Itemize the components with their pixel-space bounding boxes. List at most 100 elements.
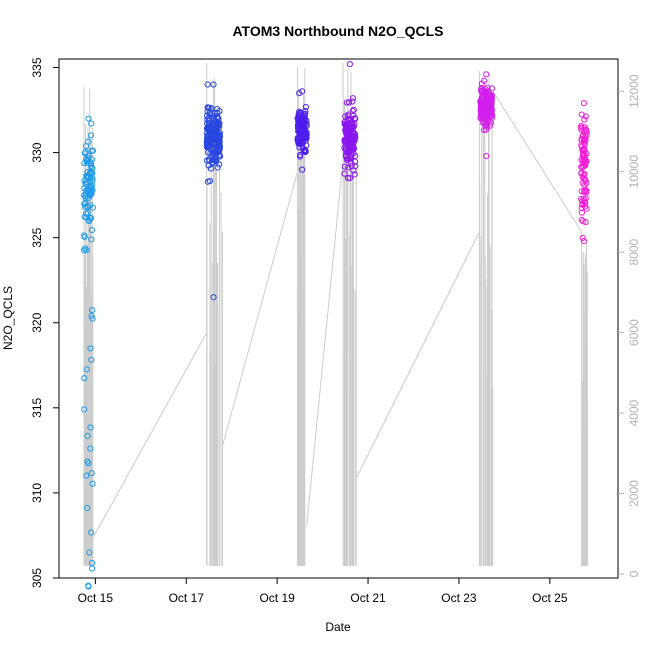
altitude-transit-line bbox=[222, 171, 299, 446]
scatter-point bbox=[580, 195, 587, 203]
scatter-point bbox=[480, 119, 487, 126]
scatter-point bbox=[88, 560, 96, 567]
chart-title: ATOM3 Northbound N2O_QCLS bbox=[232, 23, 443, 39]
scatter-point bbox=[87, 202, 94, 209]
scatter-point bbox=[82, 210, 90, 217]
scatter-point bbox=[349, 107, 356, 115]
scatter-point bbox=[87, 160, 95, 167]
scatter-point bbox=[483, 71, 490, 78]
x-tick-label: Oct 21 bbox=[350, 591, 386, 605]
altitude-transit-line bbox=[306, 159, 344, 526]
y-left-tick-label: 310 bbox=[30, 483, 44, 503]
scatter-point bbox=[81, 406, 88, 413]
scatter-point bbox=[346, 61, 353, 68]
scatter-point bbox=[342, 145, 350, 152]
scatter-point bbox=[86, 549, 93, 556]
y-right-tick-label: 6000 bbox=[627, 319, 641, 346]
scatter-point bbox=[214, 164, 221, 171]
scatter-point bbox=[88, 312, 95, 320]
scatter-point bbox=[88, 529, 95, 536]
scatter-point bbox=[341, 163, 348, 170]
scatter-point bbox=[89, 147, 96, 154]
scatter-point bbox=[301, 117, 308, 124]
scatter-point bbox=[342, 113, 349, 120]
scatter-point bbox=[481, 102, 488, 109]
scatter-point bbox=[85, 460, 92, 467]
scatter-point bbox=[81, 232, 88, 239]
scatter-point bbox=[203, 157, 211, 164]
y-left-tick-label: 305 bbox=[30, 568, 44, 588]
scatter-point bbox=[87, 445, 94, 452]
scatter-point bbox=[345, 111, 352, 118]
scatter-point bbox=[578, 195, 585, 203]
scatter-point bbox=[214, 105, 221, 113]
scatter-point bbox=[579, 201, 586, 208]
scatter-point bbox=[87, 345, 94, 352]
scatter-point bbox=[88, 470, 95, 477]
scatter-point bbox=[89, 315, 96, 322]
scatter-point bbox=[346, 155, 354, 163]
scatter-point bbox=[578, 137, 585, 144]
scatter-point bbox=[582, 177, 589, 184]
scatter-point bbox=[579, 234, 586, 242]
scatter-point bbox=[348, 119, 355, 126]
scatter-point bbox=[578, 204, 585, 212]
scatter-point bbox=[212, 157, 219, 164]
x-tick-label: Oct 25 bbox=[532, 591, 568, 605]
scatter-point bbox=[88, 356, 95, 363]
scatter-point bbox=[210, 112, 218, 120]
scatter-point bbox=[296, 118, 303, 126]
y-right-tick-label: 8000 bbox=[627, 238, 641, 265]
scatter-point bbox=[582, 162, 589, 169]
scatter-point bbox=[210, 150, 217, 157]
scatter-point bbox=[299, 88, 306, 95]
scatter-point bbox=[345, 99, 353, 106]
scatter-point bbox=[481, 108, 488, 115]
scatter-point bbox=[82, 149, 89, 156]
scatter-point bbox=[89, 177, 96, 184]
scatter-point bbox=[85, 583, 92, 590]
scatter-point bbox=[83, 472, 90, 479]
scatter-point bbox=[488, 100, 495, 107]
scatter-point bbox=[581, 181, 588, 188]
scatter-point bbox=[204, 81, 211, 88]
scatter-point bbox=[347, 159, 355, 166]
scatter-point bbox=[85, 115, 92, 122]
scatter-point bbox=[478, 80, 486, 87]
altitude-transit-line bbox=[356, 231, 480, 478]
scatter-point bbox=[341, 170, 348, 177]
scatter-point bbox=[348, 122, 356, 129]
scatter-point bbox=[580, 147, 588, 155]
x-tick-label: Oct 19 bbox=[259, 591, 295, 605]
scatter-point bbox=[580, 160, 587, 167]
scatter-point bbox=[83, 172, 90, 180]
x-tick-label: Oct 17 bbox=[169, 591, 205, 605]
scatter-point bbox=[582, 219, 589, 226]
scatter-point bbox=[216, 145, 223, 152]
scatter-point bbox=[583, 131, 590, 138]
scatter-point bbox=[477, 114, 484, 121]
scatter-point bbox=[82, 156, 90, 163]
scatter-point bbox=[483, 152, 490, 160]
y-right-tick-label: 0 bbox=[627, 570, 641, 577]
scatter-point bbox=[213, 150, 220, 157]
scatter-point bbox=[85, 138, 92, 145]
scatter-point bbox=[89, 480, 96, 487]
scatter-point bbox=[295, 111, 302, 118]
scatter-point bbox=[86, 188, 93, 195]
scatter-point bbox=[206, 124, 214, 131]
scatter-point bbox=[301, 146, 309, 153]
y-right-tick-label: 4000 bbox=[627, 399, 641, 426]
scatter-point bbox=[344, 130, 351, 137]
altitude-trace-layer bbox=[83, 63, 588, 566]
scatter-point bbox=[302, 103, 309, 111]
scatter-point bbox=[488, 93, 495, 100]
scatter-point bbox=[477, 107, 484, 114]
scatter-point bbox=[581, 140, 588, 147]
scatter-point bbox=[343, 122, 350, 129]
scatter-point bbox=[480, 111, 487, 118]
scatter-point bbox=[299, 166, 306, 173]
scatter-point bbox=[297, 151, 304, 159]
scatter-point bbox=[341, 136, 348, 144]
scatter-point bbox=[214, 120, 221, 127]
